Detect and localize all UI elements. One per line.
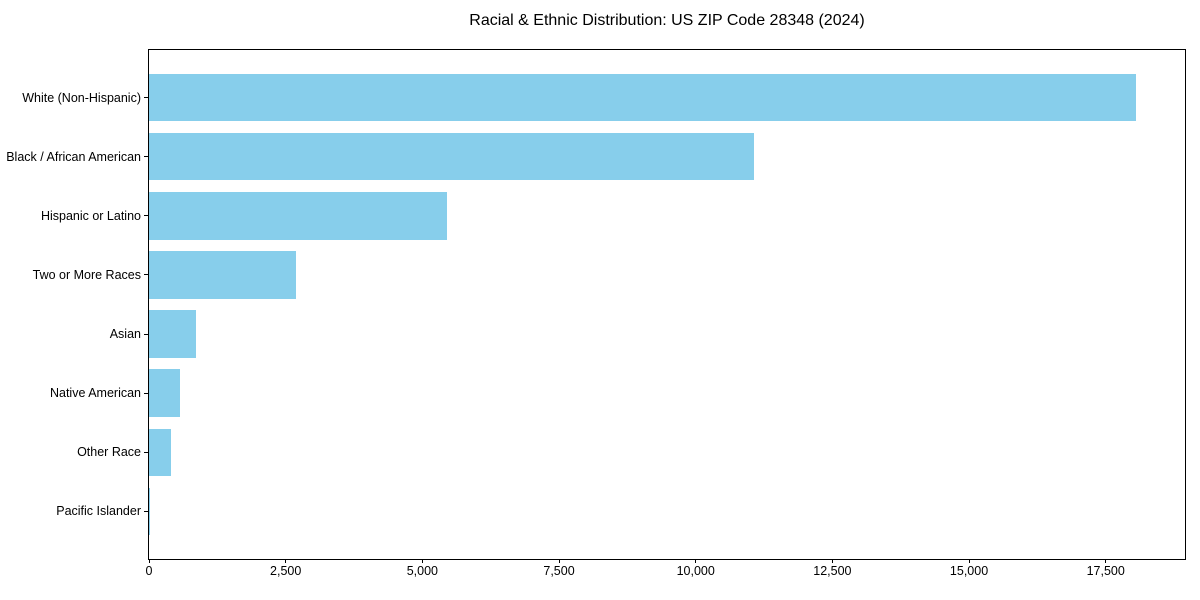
y-tick: [144, 215, 148, 217]
y-tick-label: Asian: [109, 326, 141, 341]
bar: [149, 487, 151, 535]
x-tick-label: 5,000: [406, 564, 438, 578]
y-tick-label: Two or More Races: [32, 267, 141, 282]
x-tick-label: 7,500: [543, 564, 575, 578]
x-tick: [968, 559, 970, 563]
y-tick-label: Hispanic or Latino: [40, 208, 141, 223]
x-tick-label: 10,000: [676, 564, 715, 578]
x-tick-label: 15,000: [949, 564, 989, 578]
x-tick-label: 12,500: [813, 564, 852, 578]
y-tick: [144, 510, 148, 512]
bar: [149, 74, 1136, 122]
x-tick: [285, 559, 287, 563]
x-tick: [421, 559, 423, 563]
y-tick: [144, 333, 148, 335]
x-tick: [1105, 559, 1107, 563]
bar: [149, 251, 297, 299]
x-tick: [148, 559, 150, 563]
x-tick-label: 2,500: [270, 564, 302, 578]
y-tick-label: Native American: [49, 385, 141, 400]
plot-area: [144, 49, 1186, 563]
chart-title: Racial & Ethnic Distribution: US ZIP Cod…: [469, 12, 865, 29]
x-tick: [558, 559, 560, 563]
y-tick-label: Other Race: [77, 444, 141, 459]
x-tick: [831, 559, 833, 563]
y-tick-label: Black / African American: [6, 149, 141, 164]
y-tick: [144, 274, 148, 276]
bar: [149, 310, 197, 358]
bar: [149, 369, 181, 417]
bar: [149, 192, 447, 240]
bar: [149, 428, 172, 476]
y-tick: [144, 392, 148, 394]
x-tick-label: 17,500: [1086, 564, 1125, 578]
y-tick-label: White (Non-Hispanic): [22, 90, 141, 105]
bar: [149, 133, 755, 181]
x-tick-label: 0: [145, 564, 153, 578]
y-tick: [144, 156, 148, 158]
y-tick-label: Pacific Islander: [56, 503, 141, 518]
y-tick: [144, 451, 148, 453]
x-tick: [695, 559, 697, 563]
y-tick: [144, 97, 148, 99]
